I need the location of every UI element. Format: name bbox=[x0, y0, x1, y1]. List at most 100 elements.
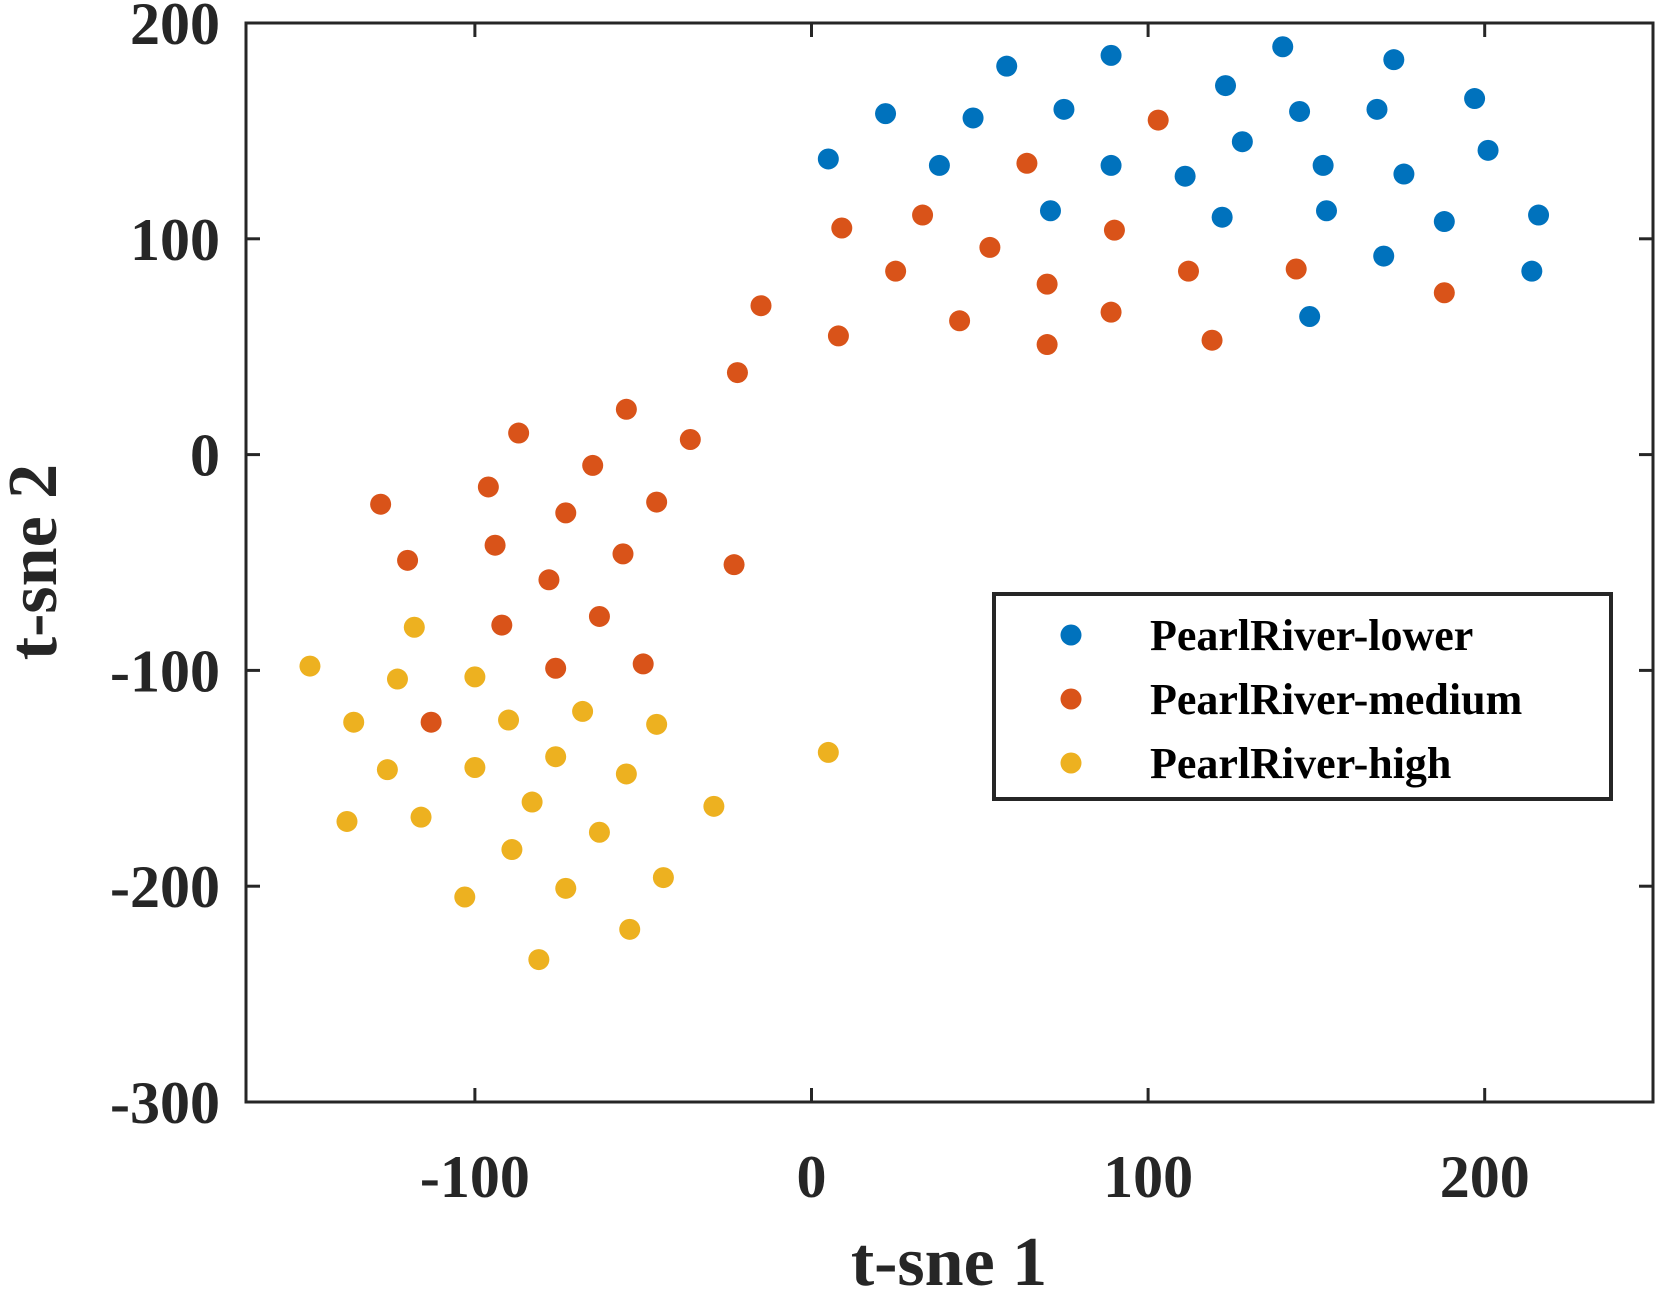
x-tick-label: -100 bbox=[420, 1144, 530, 1210]
point-pearlriver-medium bbox=[491, 614, 513, 636]
point-pearlriver-high bbox=[336, 810, 358, 832]
x-tick-label: 100 bbox=[1103, 1144, 1193, 1210]
y-tick-label: -100 bbox=[110, 638, 220, 704]
point-pearlriver-medium bbox=[1201, 329, 1223, 351]
y-tick-labels: -300 -200 -100 0 100 200 bbox=[110, 0, 220, 1136]
point-pearlriver-medium bbox=[484, 534, 506, 556]
x-tick-label: 0 bbox=[796, 1144, 826, 1210]
point-pearlriver-medium bbox=[588, 605, 610, 627]
legend-label-pearlriver-high: PearlRiver-high bbox=[1150, 739, 1451, 788]
point-pearlriver-lower bbox=[1315, 200, 1337, 222]
point-pearlriver-medium bbox=[420, 711, 442, 733]
point-pearlriver-medium bbox=[615, 398, 637, 420]
legend-label-pearlriver-medium: PearlRiver-medium bbox=[1150, 675, 1522, 724]
point-pearlriver-high bbox=[454, 886, 476, 908]
y-tick-label: -300 bbox=[110, 1070, 220, 1136]
point-pearlriver-lower bbox=[1477, 139, 1499, 161]
point-pearlriver-medium bbox=[545, 657, 567, 679]
point-pearlriver-lower bbox=[1373, 245, 1395, 267]
point-pearlriver-high bbox=[343, 711, 365, 733]
plot-area bbox=[244, 21, 1655, 1104]
point-pearlriver-lower bbox=[1211, 206, 1233, 228]
point-pearlriver-lower bbox=[1231, 131, 1253, 153]
point-pearlriver-high bbox=[501, 839, 523, 861]
y-axis-title: t-sne 2 bbox=[0, 464, 72, 660]
legend-marker-pearlriver-lower bbox=[1060, 624, 1082, 646]
x-axis-title: t-sne 1 bbox=[851, 1224, 1047, 1300]
point-pearlriver-high bbox=[410, 806, 432, 828]
point-pearlriver-high bbox=[646, 713, 668, 735]
point-pearlriver-medium bbox=[949, 310, 971, 332]
y-tick-label: -200 bbox=[110, 854, 220, 920]
point-pearlriver-medium bbox=[538, 569, 560, 591]
point-pearlriver-lower bbox=[996, 55, 1018, 77]
point-pearlriver-medium bbox=[1100, 301, 1122, 323]
point-pearlriver-high bbox=[588, 821, 610, 843]
legend-marker-pearlriver-high bbox=[1060, 752, 1082, 774]
x-tick-label: 200 bbox=[1440, 1144, 1530, 1210]
point-pearlriver-medium bbox=[750, 295, 772, 317]
point-pearlriver-high bbox=[703, 795, 725, 817]
point-pearlriver-medium bbox=[555, 502, 577, 524]
x-tick-marks bbox=[473, 23, 1487, 1102]
point-pearlriver-high bbox=[817, 741, 839, 763]
point-pearlriver-medium bbox=[1016, 152, 1038, 174]
point-pearlriver-lower bbox=[1039, 200, 1061, 222]
point-pearlriver-high bbox=[521, 791, 543, 813]
point-pearlriver-high bbox=[555, 877, 577, 899]
point-pearlriver-medium bbox=[979, 236, 1001, 258]
x-tick-labels: -100 0 100 200 bbox=[420, 1144, 1530, 1210]
point-pearlriver-high bbox=[464, 757, 486, 779]
point-pearlriver-medium bbox=[885, 260, 907, 282]
point-pearlriver-medium bbox=[370, 493, 392, 515]
point-pearlriver-high bbox=[619, 918, 641, 940]
point-pearlriver-medium bbox=[1285, 258, 1307, 280]
point-pearlriver-medium bbox=[612, 543, 634, 565]
y-tick-label: 100 bbox=[130, 207, 220, 273]
point-pearlriver-medium bbox=[726, 362, 748, 384]
point-pearlriver-lower bbox=[1393, 163, 1415, 185]
point-pearlriver-lower bbox=[962, 107, 984, 129]
y-tick-label: 200 bbox=[130, 0, 220, 57]
point-pearlriver-high bbox=[464, 666, 486, 688]
legend: PearlRiver-lower PearlRiver-medium PearlRi… bbox=[992, 592, 1613, 801]
legend-marker-pearlriver-medium bbox=[1060, 688, 1082, 710]
point-pearlriver-lower bbox=[1383, 49, 1405, 71]
point-pearlriver-high bbox=[386, 668, 408, 690]
y-tick-label: 0 bbox=[190, 423, 220, 489]
legend-box bbox=[992, 592, 1613, 801]
point-pearlriver-high bbox=[403, 616, 425, 638]
point-pearlriver-lower bbox=[1528, 204, 1550, 226]
point-pearlriver-medium bbox=[831, 217, 853, 239]
point-pearlriver-medium bbox=[912, 204, 934, 226]
point-pearlriver-high bbox=[299, 655, 321, 677]
point-pearlriver-high bbox=[498, 709, 520, 731]
point-pearlriver-lower bbox=[1053, 98, 1075, 120]
point-pearlriver-medium bbox=[646, 491, 668, 513]
point-pearlriver-high bbox=[528, 949, 550, 971]
point-pearlriver-high bbox=[545, 746, 567, 768]
point-pearlriver-high bbox=[376, 759, 398, 781]
point-pearlriver-lower bbox=[1433, 211, 1455, 233]
point-pearlriver-lower bbox=[1289, 100, 1311, 122]
y-tick-marks bbox=[246, 21, 1653, 1104]
data-points bbox=[299, 36, 1550, 971]
point-pearlriver-lower bbox=[1521, 260, 1543, 282]
point-pearlriver-high bbox=[652, 867, 674, 889]
point-pearlriver-lower bbox=[1299, 305, 1321, 327]
point-pearlriver-medium bbox=[508, 422, 530, 444]
point-pearlriver-lower bbox=[875, 103, 897, 125]
point-pearlriver-lower bbox=[1464, 88, 1486, 110]
point-pearlriver-lower bbox=[1312, 154, 1334, 176]
point-pearlriver-medium bbox=[1036, 334, 1058, 356]
point-pearlriver-medium bbox=[397, 549, 419, 571]
point-pearlriver-medium bbox=[477, 476, 499, 498]
point-pearlriver-lower bbox=[928, 154, 950, 176]
point-pearlriver-lower bbox=[1100, 44, 1122, 66]
point-pearlriver-medium bbox=[827, 325, 849, 347]
point-pearlriver-medium bbox=[1103, 219, 1125, 241]
point-pearlriver-medium bbox=[1177, 260, 1199, 282]
point-pearlriver-medium bbox=[632, 653, 654, 675]
point-pearlriver-medium bbox=[679, 428, 701, 450]
